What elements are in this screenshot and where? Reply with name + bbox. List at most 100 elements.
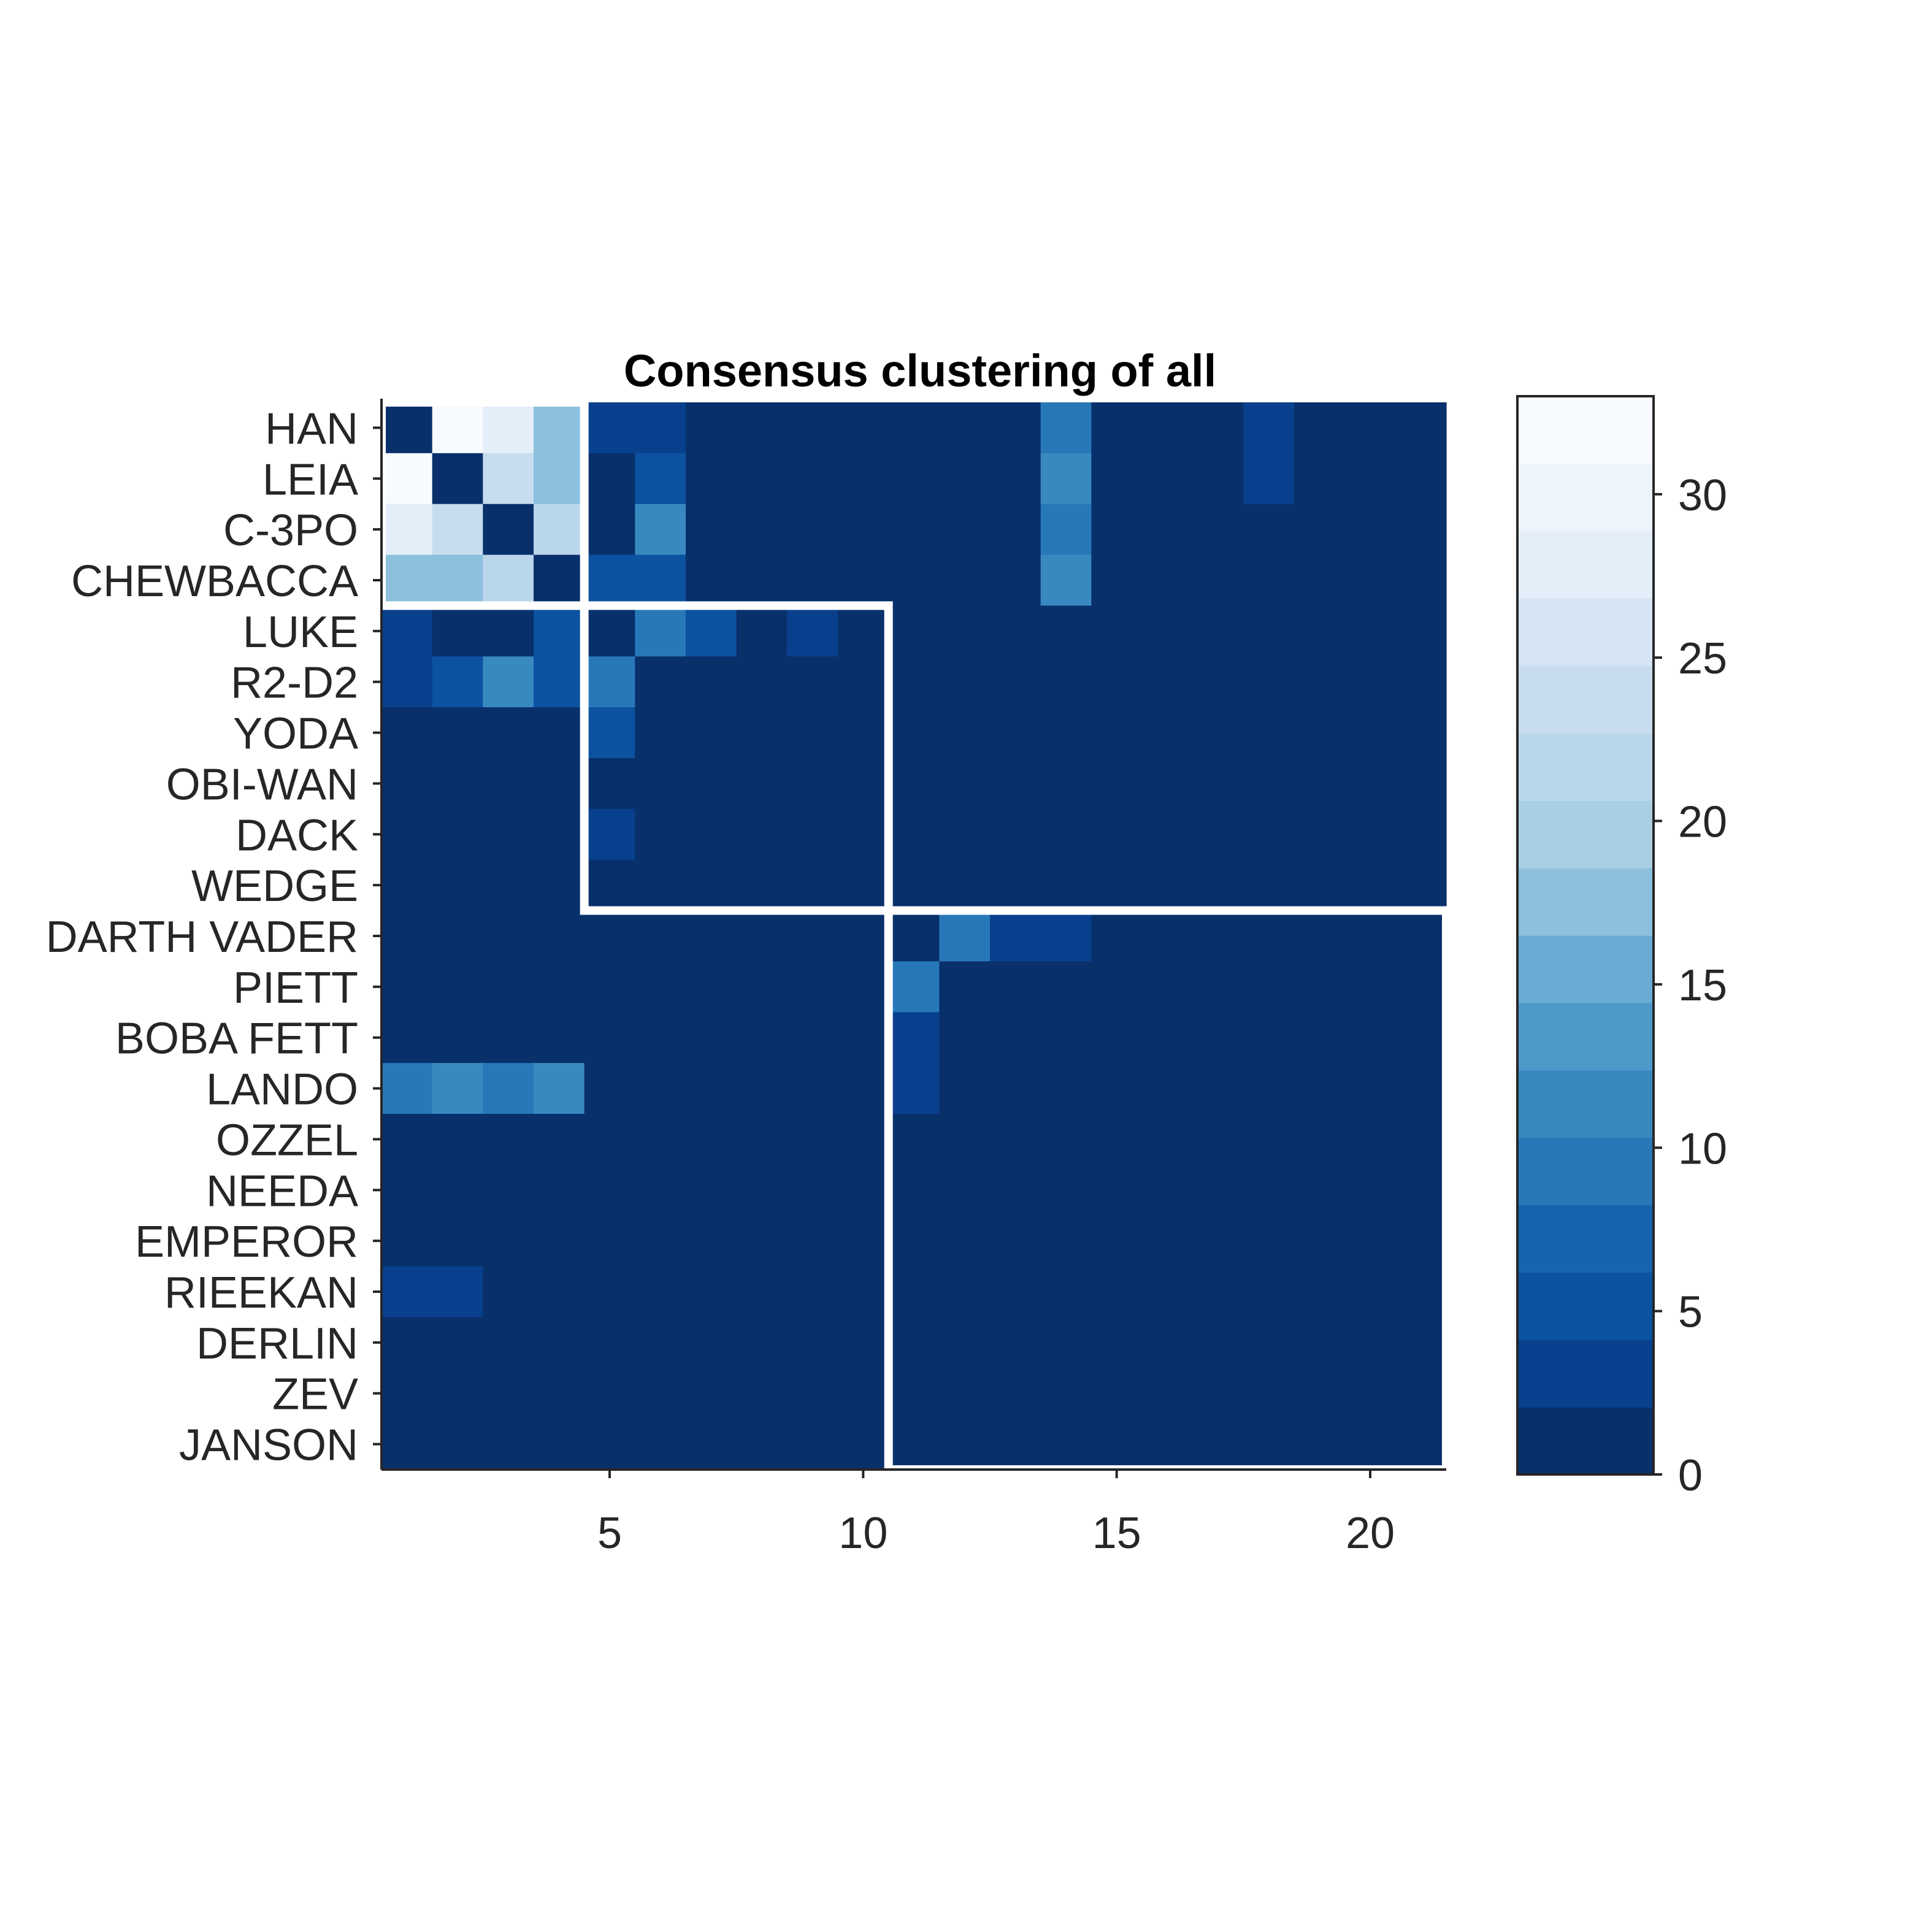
heatmap-cell [381, 554, 433, 607]
heatmap-cell [635, 1419, 686, 1470]
y-tick-label: RIEEKAN [164, 1268, 358, 1317]
heatmap-cell [838, 1114, 889, 1165]
heatmap-cell [939, 1012, 991, 1064]
heatmap-cell [584, 605, 635, 657]
heatmap-cell [1192, 1063, 1244, 1114]
heatmap-cell [736, 808, 788, 861]
heatmap-cell [483, 707, 534, 759]
colorbar-band [1517, 1070, 1654, 1138]
heatmap-cell [787, 1114, 838, 1165]
heatmap-cell [1091, 859, 1143, 911]
heatmap-cell [432, 961, 483, 1013]
heatmap-cell [787, 758, 838, 810]
heatmap-cell [838, 656, 889, 708]
heatmap-cell [990, 808, 1041, 861]
heatmap-cell [838, 1215, 889, 1267]
y-tick-label: WEDGE [191, 862, 358, 911]
heatmap-cell [1395, 758, 1447, 810]
heatmap-cell [838, 1063, 889, 1114]
colorbar-band [1517, 665, 1654, 734]
heatmap-cell [1040, 656, 1092, 708]
heatmap-cell [584, 758, 635, 810]
heatmap-cell [1091, 910, 1143, 962]
heatmap-cell [1243, 504, 1295, 556]
heatmap-cell [787, 1419, 838, 1470]
heatmap-cell [1395, 1063, 1447, 1114]
heatmap-cell [1243, 656, 1295, 708]
heatmap-cell [736, 554, 788, 607]
heatmap-cell [1243, 758, 1295, 810]
heatmap-cell [1040, 1164, 1092, 1216]
heatmap-cell [939, 961, 991, 1013]
heatmap-cell [1395, 504, 1447, 556]
heatmap-cell [1294, 1012, 1346, 1064]
heatmap-cell [1243, 1419, 1295, 1470]
heatmap-cell [939, 504, 991, 556]
heatmap-cell [736, 707, 788, 759]
heatmap-cell [990, 707, 1041, 759]
heatmap-cell [1040, 605, 1092, 657]
heatmap-cell [1294, 605, 1346, 657]
heatmap-cell [1294, 1063, 1346, 1114]
heatmap-cell [635, 453, 686, 505]
heatmap-cell [990, 1012, 1041, 1064]
colorbar-band [1517, 1407, 1654, 1475]
heatmap-cell [1395, 707, 1447, 759]
heatmap-cell [787, 910, 838, 962]
heatmap-cell [381, 605, 433, 657]
heatmap-cell [939, 1368, 991, 1419]
heatmap-cell [584, 1368, 635, 1419]
heatmap-cell [787, 1164, 838, 1216]
heatmap-cell [838, 910, 889, 962]
heatmap-cell [381, 707, 433, 759]
heatmap-cell [483, 1012, 534, 1064]
heatmap-cell [686, 402, 737, 454]
heatmap-cell [1344, 758, 1396, 810]
heatmap-cell [381, 1419, 433, 1470]
heatmap-cell [939, 1114, 991, 1165]
heatmap-cell [939, 707, 991, 759]
heatmap-cell [1142, 910, 1194, 962]
heatmap-cell [1395, 1368, 1447, 1419]
heatmap-cell [584, 808, 635, 861]
heatmap-cell [1192, 554, 1244, 607]
heatmap-cell [888, 605, 940, 657]
heatmap-cell [888, 1419, 940, 1470]
heatmap-cell [888, 656, 940, 708]
heatmap-cell [1395, 910, 1447, 962]
x-tick-label: 15 [1092, 1509, 1141, 1558]
heatmap-cell [1395, 1266, 1447, 1318]
heatmap-cell [534, 605, 585, 657]
y-tick-label: PIETT [233, 964, 358, 1013]
heatmap-cell [1395, 554, 1447, 607]
heatmap-cell [1344, 1215, 1396, 1267]
heatmap-cell [1344, 859, 1396, 911]
heatmap-cell [432, 808, 483, 861]
heatmap-cell [1294, 707, 1346, 759]
heatmap-cell [736, 1368, 788, 1419]
heatmap-cell [1294, 1114, 1346, 1165]
heatmap-cell [939, 1063, 991, 1114]
heatmap-cell [1395, 453, 1447, 505]
heatmap-cell [432, 1114, 483, 1165]
heatmap-cell [736, 859, 788, 911]
heatmap-cell [1344, 554, 1396, 607]
heatmap-cell [483, 1368, 534, 1419]
heatmap-cell [686, 910, 737, 962]
colorbar-band [1517, 463, 1654, 532]
heatmap-cell [1294, 554, 1346, 607]
heatmap-cell [939, 1419, 991, 1470]
heatmap-cell [990, 1164, 1041, 1216]
heatmap-cell [1243, 707, 1295, 759]
heatmap-cell [1243, 859, 1295, 911]
heatmap-cell [432, 1419, 483, 1470]
heatmap-cell [1192, 453, 1244, 505]
heatmap-cell [686, 1266, 737, 1318]
heatmap-cell [534, 808, 585, 861]
heatmap-cell [1294, 1419, 1346, 1470]
heatmap-cell [1395, 1164, 1447, 1216]
heatmap-cell [686, 1063, 737, 1114]
x-tick-label: 10 [838, 1509, 887, 1558]
heatmap-cell [888, 453, 940, 505]
heatmap-cell [888, 808, 940, 861]
